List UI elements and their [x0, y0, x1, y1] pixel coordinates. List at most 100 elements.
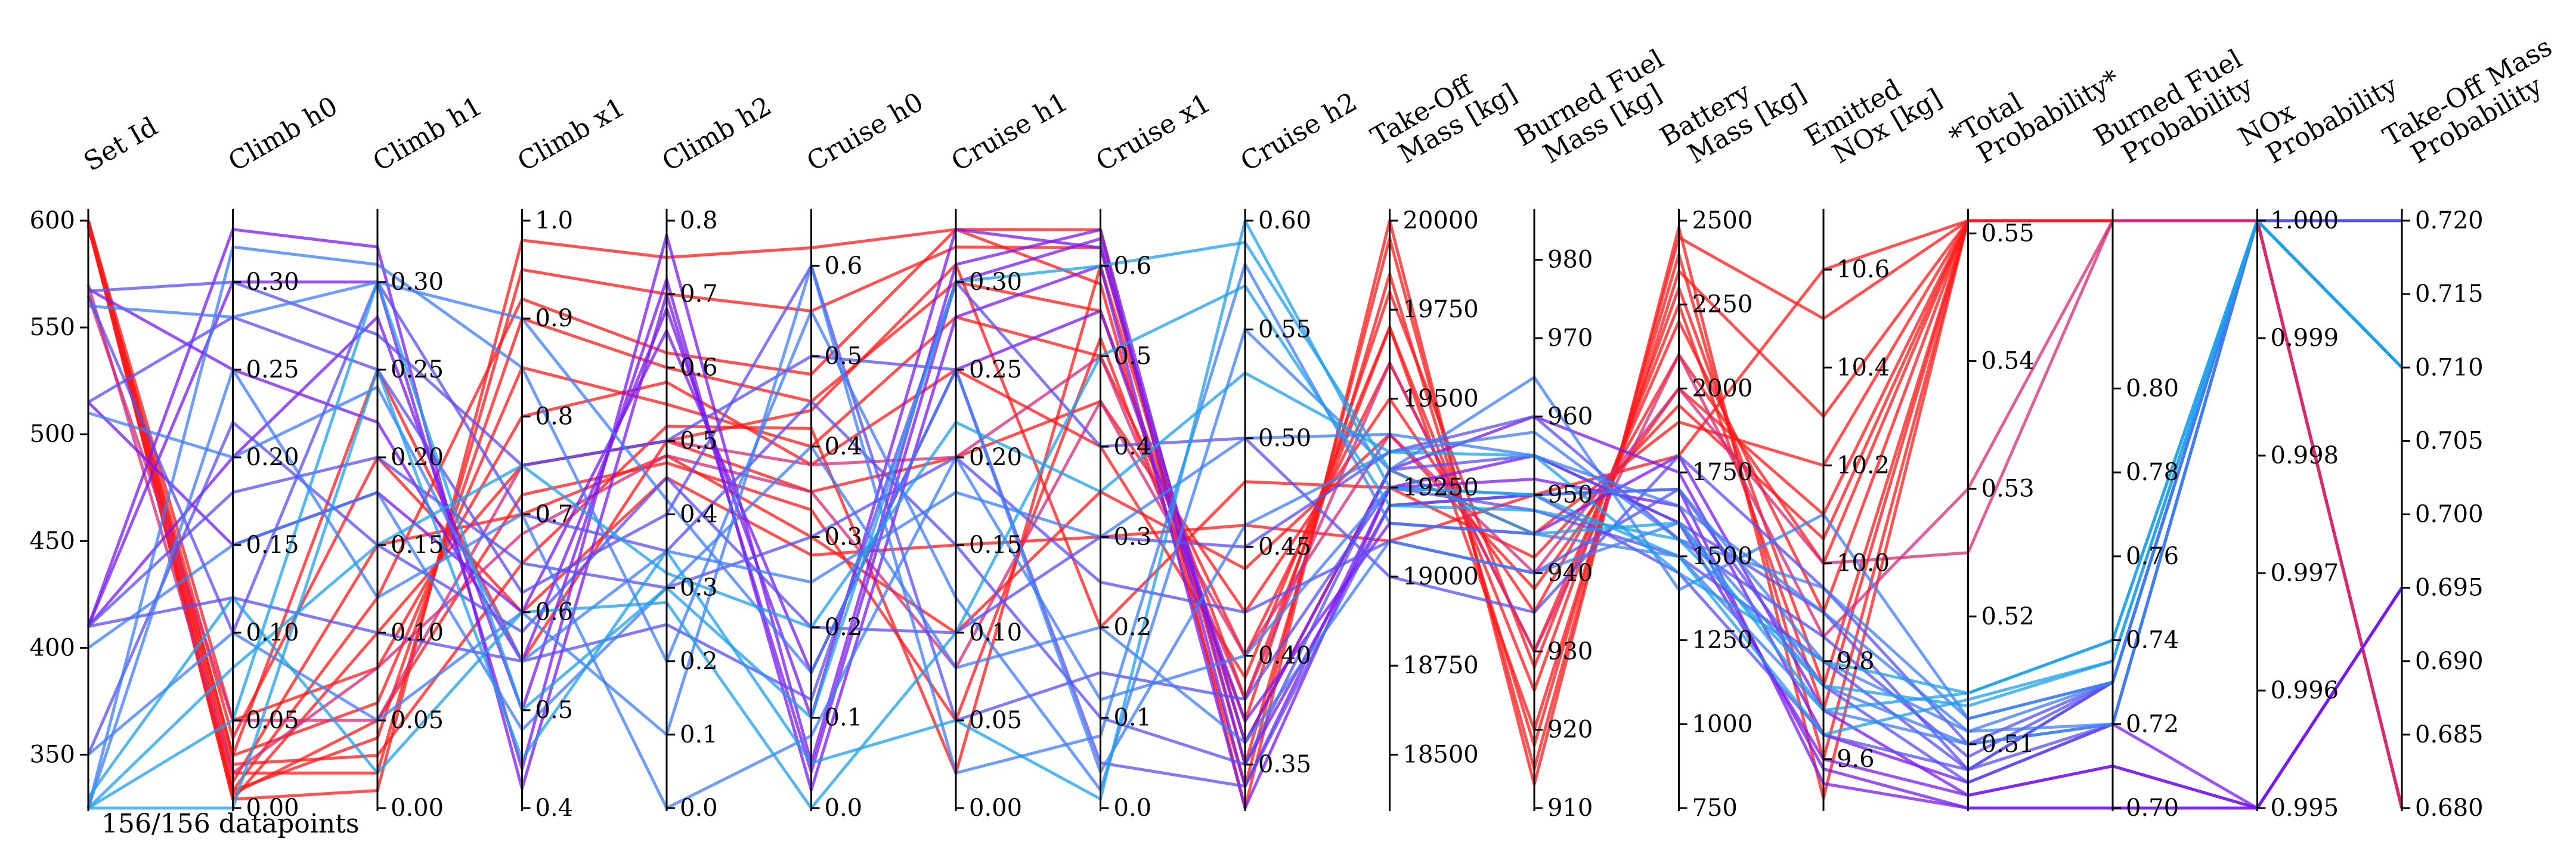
tick-label: 1000	[1692, 710, 1753, 738]
tick-label: 0.5	[1114, 342, 1152, 370]
tick-label: 10.0	[1837, 550, 1890, 577]
tick-label: 0.685	[2415, 721, 2484, 748]
axis-17: 0.680 0.685 0.690 0.695 0.700 0.705 0.710 0.715…	[2378, 32, 2571, 822]
axis-title-line: Climb x1	[513, 92, 630, 177]
tick-label: 0.10	[391, 619, 444, 646]
tick-label: 0.00	[969, 794, 1022, 822]
tick-label: 600	[30, 207, 75, 234]
tick-label: 0.695	[2415, 574, 2484, 602]
tick-label: 0.55	[1981, 219, 2035, 247]
axis-title: Climb h1	[368, 91, 487, 177]
tick-label: 0.05	[246, 707, 299, 734]
tick-label: 970	[1547, 324, 1593, 352]
tick-label: 0.999	[2271, 324, 2339, 352]
axis-14: 0.51 0.52 0.53 0.54 0.55 *TotalProbability*	[1945, 39, 2125, 811]
tick-label: 0.70	[2126, 794, 2179, 822]
tick-label: 0.998	[2271, 442, 2339, 469]
tick-label: 20000	[1403, 207, 1479, 234]
tick-label: 19000	[1403, 563, 1479, 590]
tick-label: 920	[1547, 716, 1593, 744]
tick-label: 980	[1547, 246, 1593, 274]
axis-title: Cruise x1	[1091, 88, 1216, 177]
axis-title-line: Climb h1	[368, 91, 487, 177]
tick-label: 0.74	[2126, 627, 2179, 654]
tick-label: 9.6	[1837, 745, 1875, 773]
tick-label: 0.30	[246, 268, 299, 296]
tick-label: 0.15	[391, 531, 444, 559]
axis-title: Climb x1	[513, 92, 630, 177]
tick-label: 0.30	[391, 268, 444, 296]
tick-label: 0.40	[1258, 642, 1311, 670]
tick-label: 0.4	[535, 794, 574, 822]
tick-label: 19750	[1403, 296, 1479, 323]
tick-label: 0.4	[1114, 433, 1152, 460]
tick-label: 940	[1547, 559, 1593, 587]
tick-label: 0.4	[825, 433, 863, 460]
tick-label: 0.20	[969, 444, 1022, 471]
axis-title: Climb h0	[224, 91, 343, 177]
tick-label: 0.2	[1114, 614, 1152, 641]
tick-label: 0.6	[680, 354, 718, 381]
tick-label: 0.00	[391, 794, 444, 822]
axis-title: *TotalProbability*	[1945, 39, 2125, 178]
tick-label: 0.20	[391, 444, 444, 471]
tick-label: 960	[1547, 403, 1593, 430]
axis-title: Take-Off MassProbability	[2378, 32, 2571, 177]
tick-label: 0.5	[680, 427, 718, 454]
tick-label: 0.997	[2271, 559, 2339, 587]
tick-label: 0.00	[246, 794, 299, 822]
tick-label: 750	[1692, 794, 1738, 822]
tick-label: 0.6	[1114, 252, 1152, 280]
axis-title-line: Climb h0	[224, 91, 343, 177]
tick-label: 0.05	[391, 707, 444, 734]
tick-label: 1500	[1692, 543, 1753, 570]
axis-title-line: Cruise x1	[1091, 88, 1216, 177]
tick-label: 0.700	[2415, 501, 2484, 528]
tick-label: 0.78	[2126, 459, 2179, 486]
tick-label: 0.715	[2415, 280, 2484, 308]
tick-label: 0.720	[2415, 207, 2484, 234]
tick-label: 2250	[1692, 291, 1753, 318]
tick-label: 0.72	[2126, 710, 2179, 738]
axis-title: NOxProbability	[2234, 45, 2403, 177]
tick-label: 0.52	[1981, 603, 2035, 630]
tick-label: 0.0	[680, 794, 718, 822]
tick-label: 0.0	[825, 794, 863, 822]
tick-label: 0.9	[535, 305, 574, 332]
tick-label: 0.20	[246, 444, 299, 471]
axis-title: Burned FuelProbability	[2089, 44, 2262, 177]
tick-label: 0.8	[535, 403, 574, 430]
tick-label: 0.4	[680, 501, 718, 528]
tick-label: 0.15	[969, 531, 1022, 559]
tick-label: 0.25	[969, 356, 1022, 383]
tick-label: 500	[30, 420, 75, 448]
tick-label: 0.60	[1258, 207, 1311, 234]
tick-label: 0.8	[680, 207, 718, 234]
axis-title: Take-OffMass [kg]	[1366, 53, 1522, 178]
tick-label: 10.2	[1837, 451, 1890, 479]
tick-label: 0.3	[680, 574, 718, 602]
tick-label: 450	[30, 527, 75, 555]
tick-label: 0.05	[969, 707, 1022, 734]
tick-label: 0.1	[1114, 704, 1152, 731]
tick-label: 0.76	[2126, 543, 2179, 570]
tick-label: 10.6	[1837, 256, 1890, 283]
axis-title: EmittedNOx [kg]	[1800, 58, 1947, 178]
tick-label: 0.15	[246, 531, 299, 559]
tick-label: 0.690	[2415, 648, 2484, 675]
tick-label: 0.45	[1258, 533, 1311, 561]
tick-label: 0.996	[2271, 677, 2339, 704]
tick-label: 0.5	[535, 697, 574, 724]
tick-label: 0.10	[246, 619, 299, 646]
tick-label: 400	[30, 634, 75, 661]
axis-title-line: Climb h2	[657, 91, 776, 177]
tick-label: 0.995	[2271, 794, 2339, 822]
tick-label: 350	[30, 741, 75, 768]
tick-label: 0.55	[1258, 315, 1311, 343]
tick-label: 910	[1547, 794, 1593, 822]
axis-title-line: Cruise h1	[946, 86, 1073, 177]
tick-label: 1.000	[2271, 207, 2339, 234]
tick-label: 19500	[1403, 385, 1479, 412]
tick-label: 0.3	[825, 523, 863, 550]
tick-label: 0.80	[2126, 375, 2179, 402]
